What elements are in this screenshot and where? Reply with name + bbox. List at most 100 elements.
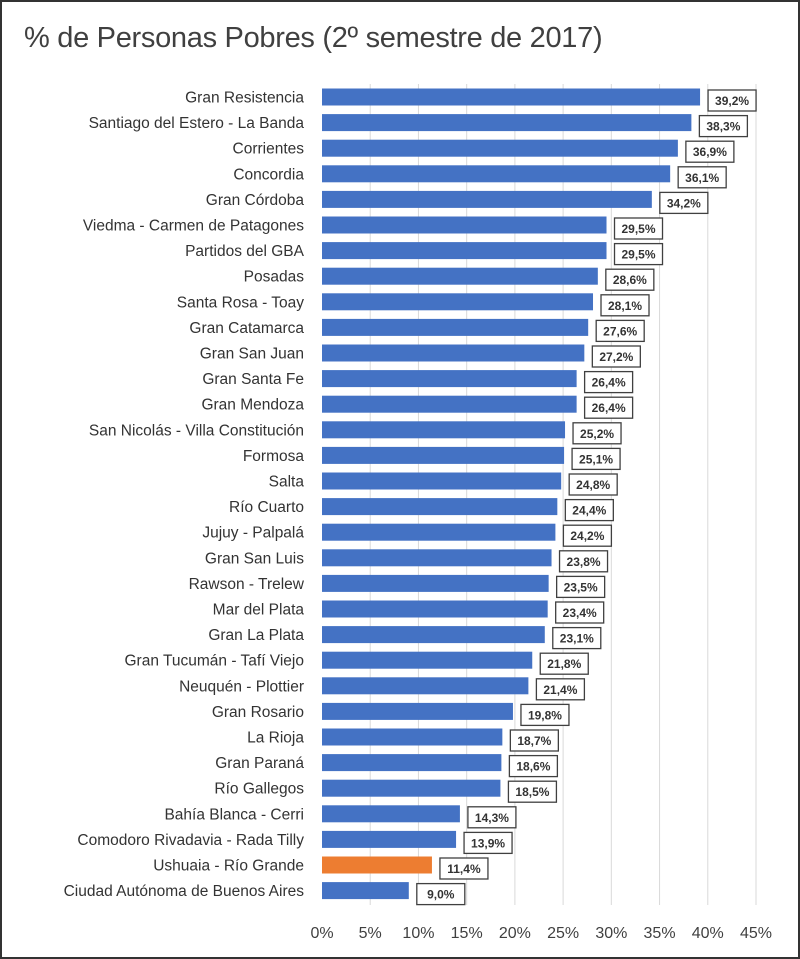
data-label-box xyxy=(562,524,613,547)
data-label: 24,4% xyxy=(572,504,606,518)
category-label: Mar del Plata xyxy=(213,602,305,619)
category-label: Ushuaia - Río Grande xyxy=(153,858,304,875)
data-label: 24,8% xyxy=(576,478,610,492)
data-label-box xyxy=(677,166,727,189)
bar xyxy=(322,293,594,311)
bar xyxy=(322,344,585,362)
bar xyxy=(322,574,549,592)
data-label: 26,4% xyxy=(592,376,626,390)
x-tick-label: 0% xyxy=(310,925,333,942)
category-label: Gran Paraná xyxy=(215,755,304,772)
data-label: 27,6% xyxy=(603,324,637,338)
data-label-box xyxy=(572,422,622,445)
data-label-box xyxy=(539,652,589,675)
bar xyxy=(322,626,545,644)
x-tick-label: 45% xyxy=(740,925,772,942)
data-label: 36,9% xyxy=(693,145,727,159)
category-label: Gran Mendoza xyxy=(201,397,304,414)
category-label: Gran San Juan xyxy=(200,346,304,363)
data-label-box xyxy=(698,114,749,138)
data-label-box xyxy=(555,575,606,599)
data-label-box xyxy=(591,345,641,368)
data-label-box xyxy=(558,550,609,573)
data-label: 19,8% xyxy=(528,708,562,722)
data-label-box xyxy=(613,217,664,240)
data-label-box xyxy=(416,882,466,906)
data-label: 26,4% xyxy=(592,401,626,415)
bar xyxy=(322,165,671,183)
x-tick-label: 25% xyxy=(547,925,579,942)
data-label-box xyxy=(463,831,513,855)
data-label: 27,2% xyxy=(599,350,633,364)
bar xyxy=(322,651,533,669)
x-tick-label: 5% xyxy=(359,925,382,942)
data-label-box xyxy=(613,242,664,266)
data-label-box xyxy=(605,268,655,291)
data-label-box xyxy=(707,89,757,112)
bar xyxy=(322,242,607,260)
data-label: 23,5% xyxy=(564,580,598,594)
bar xyxy=(322,421,566,439)
bar xyxy=(322,830,457,848)
data-label-box xyxy=(571,447,621,471)
category-label: La Rioja xyxy=(247,730,304,747)
category-label: Río Cuarto xyxy=(229,499,304,516)
category-label: Rawson - Trelew xyxy=(189,576,305,593)
data-label-box xyxy=(685,140,735,163)
bar xyxy=(322,856,432,874)
x-tick-label: 20% xyxy=(499,925,531,942)
category-label: Santa Rosa - Toay xyxy=(177,294,304,311)
x-tick-label: 10% xyxy=(402,925,434,942)
data-label-box xyxy=(535,678,586,701)
data-label: 11,4% xyxy=(447,862,481,876)
data-label-box xyxy=(508,754,559,778)
category-label: Concordia xyxy=(233,166,304,183)
category-label: Gran Rosario xyxy=(212,704,304,721)
data-label: 28,6% xyxy=(613,273,647,287)
bar xyxy=(322,728,503,746)
data-label: 25,1% xyxy=(579,452,613,466)
category-label: Gran Córdoba xyxy=(206,192,305,209)
data-label: 21,8% xyxy=(547,657,581,671)
data-label: 24,2% xyxy=(570,529,604,543)
data-label: 25,2% xyxy=(580,427,614,441)
data-label-box xyxy=(555,601,605,624)
bar xyxy=(322,446,565,464)
category-label: Santiago del Estero - La Banda xyxy=(89,115,305,132)
category-label: Gran Resistencia xyxy=(185,90,304,107)
data-label-box xyxy=(568,473,618,496)
category-label: Gran Tucumán - Tafí Viejo xyxy=(125,653,305,670)
data-label: 23,8% xyxy=(567,555,601,569)
bar xyxy=(322,702,513,720)
data-label: 34,2% xyxy=(667,196,701,210)
x-tick-label: 15% xyxy=(451,925,483,942)
data-label: 39,2% xyxy=(715,94,749,108)
bar xyxy=(322,190,652,208)
data-label-box xyxy=(659,191,709,215)
category-label: Posadas xyxy=(244,269,305,286)
data-label: 13,9% xyxy=(471,836,505,850)
category-label: Bahía Blanca - Cerri xyxy=(164,806,304,823)
x-tick-label: 40% xyxy=(692,925,724,942)
bar xyxy=(322,498,558,516)
x-tick-label: 35% xyxy=(644,925,676,942)
category-label: Salta xyxy=(269,474,305,491)
data-label-box xyxy=(507,780,558,803)
category-label: Corrientes xyxy=(233,141,305,158)
bar xyxy=(322,370,577,388)
data-label-box xyxy=(564,498,614,522)
data-label: 29,5% xyxy=(621,248,655,262)
chart-title: % de Personas Pobres (2º semestre de 201… xyxy=(24,22,603,54)
bar xyxy=(322,805,460,823)
data-label: 23,1% xyxy=(560,632,594,646)
x-tick-label: 30% xyxy=(595,925,627,942)
category-label: Comodoro Rivadavia - Rada Tilly xyxy=(77,832,304,849)
bar xyxy=(322,677,529,695)
category-label: Río Gallegos xyxy=(214,781,304,798)
data-label: 28,1% xyxy=(608,299,642,313)
category-label: Ciudad Autónoma de Buenos Aires xyxy=(64,883,305,900)
data-label-box xyxy=(467,806,517,829)
bar xyxy=(322,754,502,772)
category-label: Jujuy - Palpalá xyxy=(202,525,304,542)
